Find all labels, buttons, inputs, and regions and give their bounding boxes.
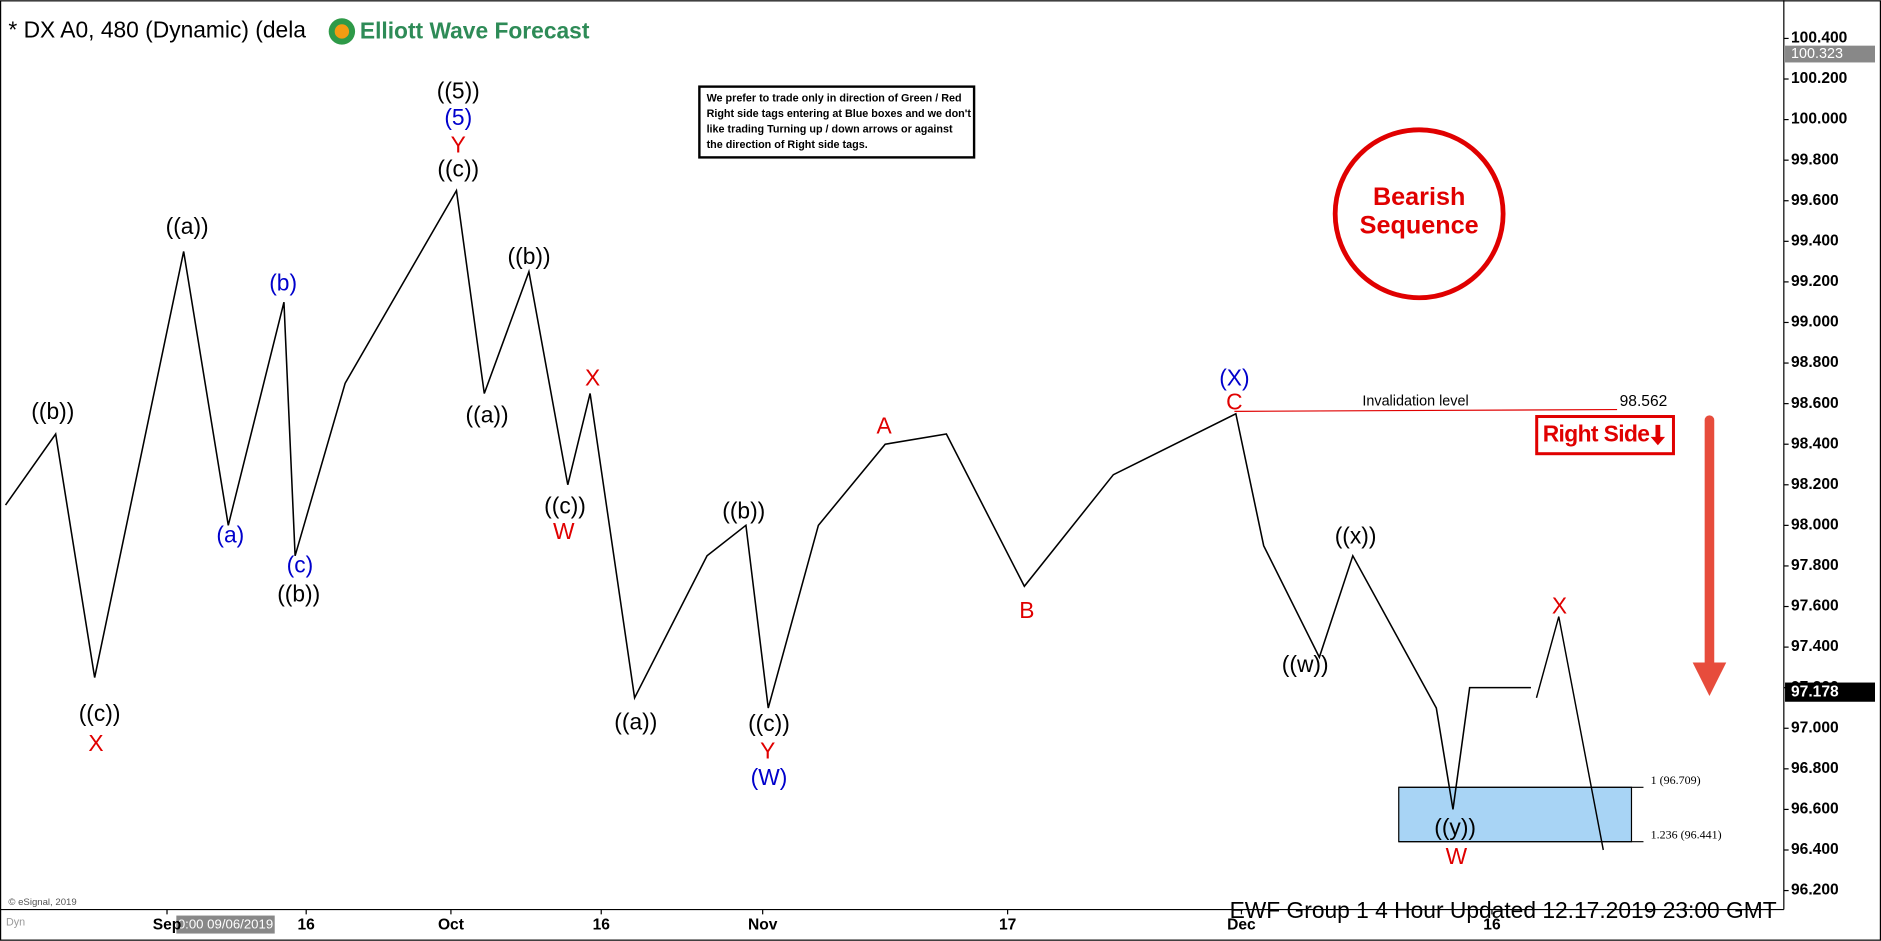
y-tick-label: 97.000 [1791, 719, 1839, 736]
wave-label: (5) [444, 104, 472, 130]
wave-label: ((c)) [79, 700, 121, 726]
price-line [4, 188, 1531, 810]
cursor-date: 0:00 09/06/2019 [178, 917, 273, 932]
wave-label: ((c)) [544, 493, 586, 519]
badge-text: Sequence [1360, 212, 1479, 240]
x-tick-label: 17 [999, 916, 1016, 933]
y-tick-label: 96.400 [1791, 841, 1839, 858]
wave-label: (b) [269, 270, 297, 296]
wave-label: B [1019, 597, 1034, 623]
y-tick-label: 97.600 [1791, 598, 1839, 615]
logo: Elliott Wave Forecast [360, 18, 590, 44]
wave-label: ((w)) [1282, 651, 1329, 677]
note-line: We prefer to trade only in direction of … [707, 92, 962, 104]
wave-label: ((c)) [748, 710, 790, 736]
top-price-label: 100.323 [1791, 46, 1843, 62]
corner-label: Dyn [6, 917, 25, 929]
wave-label: ((b)) [277, 580, 320, 606]
y-tick-label: 97.800 [1791, 557, 1839, 574]
wave-label: (c) [287, 551, 314, 577]
wave-label: Y [451, 132, 466, 158]
last-price-box [1785, 682, 1876, 702]
top-price-box [1785, 45, 1876, 63]
x-tick-label: Nov [748, 916, 778, 933]
y-tick-label: 100.400 [1791, 30, 1848, 47]
wave-label: A [877, 412, 893, 438]
big-arrow-head [1692, 662, 1727, 697]
fib-label: 1 (96.709) [1651, 773, 1701, 787]
note-box [698, 85, 976, 159]
wave-label: X [585, 364, 600, 390]
x-tick-label: 16 [1483, 916, 1501, 933]
right-side-arrow [1650, 424, 1666, 446]
wave-label: ((a)) [166, 213, 209, 239]
right-side-box [1535, 415, 1675, 456]
wave-label: (W) [751, 764, 788, 790]
wave-label: ((a)) [614, 709, 657, 735]
wave-label: ((a)) [466, 402, 509, 428]
y-tick-label: 98.000 [1791, 516, 1839, 533]
y-tick-label: 99.000 [1791, 314, 1839, 331]
wave-label: ((c)) [437, 156, 479, 182]
wave-label: ((y)) [1434, 814, 1476, 840]
y-tick-label: 99.800 [1791, 151, 1839, 168]
invalidation-label: Invalidation level [1362, 394, 1468, 410]
wave-label: ((b)) [508, 243, 551, 269]
right-side-label: Right Side [1543, 421, 1650, 447]
y-tick-label: 98.800 [1791, 354, 1839, 371]
y-tick-label: 98.400 [1791, 435, 1839, 452]
x-tick-label: Sep [153, 916, 182, 933]
last-price-label: 97.178 [1791, 683, 1839, 700]
y-tick-label: 98.600 [1791, 395, 1839, 412]
wave-label: X [88, 730, 103, 756]
wave-label: W [553, 518, 575, 544]
y-tick-label: 97.400 [1791, 638, 1839, 655]
y-tick-label: 96.200 [1791, 882, 1839, 899]
y-tick-label: 96.800 [1791, 760, 1839, 777]
y-tick-label: 98.200 [1791, 476, 1839, 493]
badge-text: Bearish [1373, 183, 1465, 211]
wave-label: C [1226, 388, 1242, 414]
note-line: the direction of Right side tags. [707, 139, 868, 151]
y-tick-label: 99.600 [1791, 192, 1839, 209]
y-tick-label: 100.200 [1791, 70, 1848, 87]
copyright: © eSignal, 2019 [8, 897, 76, 908]
x-tick-label: Dec [1227, 916, 1256, 933]
y-tick-label: 99.200 [1791, 273, 1839, 290]
y-tick-label: 100.000 [1791, 111, 1848, 128]
badge-circle [1332, 127, 1506, 301]
chart-title: * DX A0, 480 (Dynamic) (dela [8, 16, 306, 42]
cursor-date-box [176, 915, 275, 934]
wave-label: ((b)) [31, 398, 74, 424]
projection-line [1535, 616, 1604, 851]
wave-label: (a) [216, 521, 244, 547]
wave-label: (X) [1219, 364, 1249, 390]
y-tick-label: 99.400 [1791, 232, 1839, 249]
logo-icon-inner [334, 24, 350, 39]
fib-label: 1.236 (96.441) [1651, 827, 1722, 841]
note-line: like trading Turning up / down arrows or… [707, 124, 953, 136]
x-tick-label: 16 [593, 916, 611, 933]
note-line: Right side tags entering at Blue boxes a… [707, 108, 972, 120]
x-tick-label: Oct [438, 916, 464, 933]
x-tick-label: 16 [298, 916, 316, 933]
wave-label: ((5)) [437, 78, 480, 104]
invalidation-line [1234, 408, 1618, 412]
wave-label: ((b)) [722, 498, 765, 524]
wave-label: ((x)) [1335, 523, 1377, 549]
wave-label: W [1446, 843, 1468, 869]
wave-label: Y [760, 737, 775, 763]
wave-label: X [1552, 592, 1567, 618]
y-tick-label: 96.600 [1791, 801, 1839, 818]
invalidation-value: 98.562 [1620, 393, 1668, 410]
footer: EWF Group 1 4 Hour Updated 12.17.2019 23… [1230, 897, 1777, 923]
